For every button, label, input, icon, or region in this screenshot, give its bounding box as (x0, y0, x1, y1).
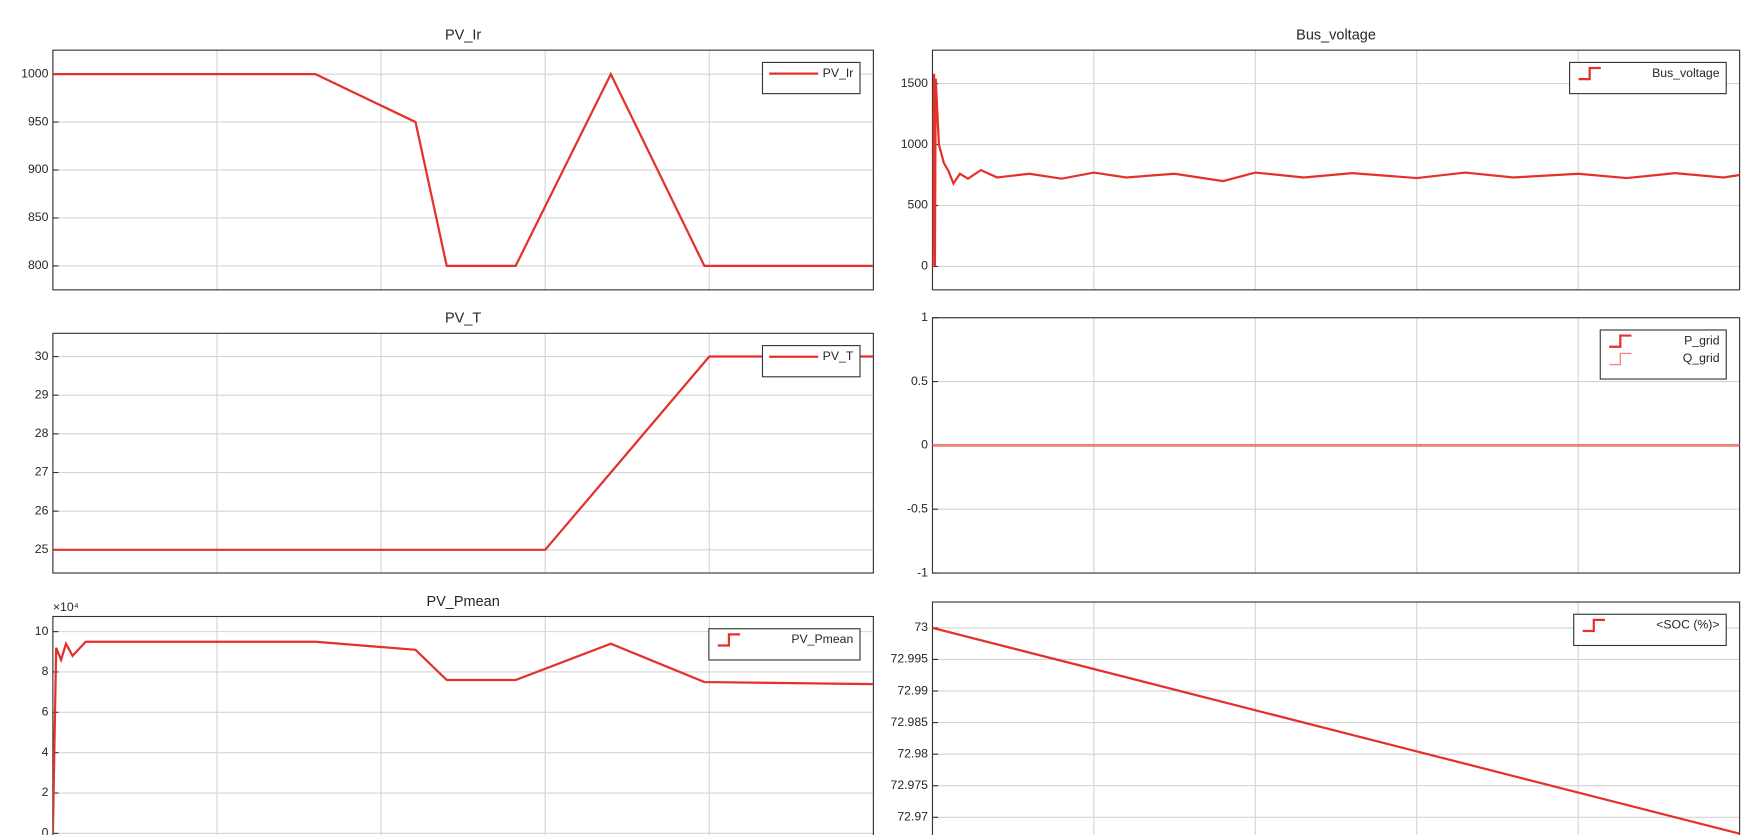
legend-icon (1578, 66, 1601, 81)
y-tick-label: 8 (42, 664, 49, 678)
legend-label: PV_T (823, 349, 854, 363)
plot-lines (52, 640, 874, 834)
legend-icon (1609, 352, 1632, 366)
plot-lines (932, 73, 1740, 267)
legend-box (761, 61, 861, 95)
series-line (52, 71, 874, 267)
legend-label: PV_Ir (823, 66, 854, 80)
subplot: 800 850 900 950 1000 PV_Ir PV_Ir (21, 28, 874, 291)
y-tick-label: 800 (28, 258, 49, 272)
subplot: 0 2 4 6 8 10 PV_Pmean ×10⁴ PV_Pmean (35, 594, 874, 835)
legend: P_grid Q_grid (1599, 329, 1727, 380)
legend: Bus_voltage (1569, 61, 1727, 95)
legend-icon (1609, 334, 1632, 348)
subplot-title: PV_Pmean (426, 594, 499, 610)
y-tick-label: 1 (921, 310, 928, 324)
y-tick-label: 0 (921, 259, 928, 273)
y-tick-label: 1000 (21, 66, 48, 80)
y-tick-label: 72.975 (891, 778, 929, 792)
legend-box (761, 345, 861, 378)
legend: PV_T (761, 345, 861, 378)
legend-label: <SOC (%)> (1656, 618, 1719, 632)
plot-lines (52, 71, 874, 267)
y-tick-label: 850 (28, 210, 49, 224)
y-tick-label: 72.97 (897, 810, 928, 824)
y-exponent: ×10⁴ (53, 600, 79, 614)
subplot-title: PV_Ir (445, 28, 481, 44)
y-tick-label: 0 (921, 438, 928, 452)
y-tick-label: -1 (917, 565, 928, 579)
y-tick-label: 29 (35, 387, 49, 401)
y-tick-label: 72.985 (891, 715, 929, 729)
y-tick-label: 73 (914, 620, 928, 634)
y-tick-label: 4 (42, 745, 49, 759)
series-line (932, 73, 1740, 267)
axes-box (52, 49, 874, 291)
y-tick-label: 25 (35, 542, 49, 556)
series-line (932, 626, 1740, 835)
plot-area (52, 333, 874, 574)
y-tick-label: 30 (35, 349, 49, 363)
legend-label: Bus_voltage (1652, 66, 1720, 80)
subplot-title: PV_T (445, 311, 481, 327)
y-tick-label: -0.5 (907, 501, 928, 515)
y-tick-label: 900 (28, 162, 49, 176)
y-tick-label: 6 (42, 705, 49, 719)
legend-icon (1582, 618, 1605, 633)
axes-box (52, 615, 874, 835)
y-tick-label: 1000 (901, 137, 928, 151)
y-tick-label: 0.5 (911, 374, 928, 388)
y-tick-label: 27 (35, 465, 49, 479)
subplot-title: Bus_voltage (1296, 28, 1376, 44)
legend-icon (717, 633, 741, 647)
y-tick-label: 72.995 (891, 652, 929, 666)
series-line (52, 640, 874, 834)
subplot: 0 500 1000 1500 Bus_voltage Bus_voltage (901, 28, 1741, 291)
y-tick-label: 500 (908, 198, 929, 212)
axes-box (931, 601, 1741, 835)
y-tick-label: 1500 (901, 76, 928, 90)
subplot: 72.96572.9772.97572.9872.98572.9972.9957… (891, 601, 1741, 835)
legend-label: PV_Pmean (791, 632, 853, 646)
legend: PV_Pmean (708, 628, 861, 661)
legend: PV_Ir (761, 61, 861, 95)
subplot: -1 -0.5 0 0.5 1 P_grid Q_grid (907, 310, 1741, 579)
plot-lines (932, 626, 1740, 835)
subplot: 25 26 27 28 29 30 PV_T PV_T (35, 311, 874, 574)
axes-box (52, 332, 874, 574)
y-tick-label: 72.98 (897, 746, 928, 760)
y-tick-label: 72.99 (897, 683, 928, 697)
y-tick-label: 2 (42, 785, 49, 799)
y-tick-label: 950 (28, 114, 49, 128)
y-tick-label: 26 (35, 503, 49, 517)
y-tick-label: 0 (42, 826, 49, 835)
y-tick-label: 28 (35, 426, 49, 440)
legend-label: Q_grid (1683, 351, 1720, 365)
legend-label: P_grid (1684, 333, 1720, 347)
y-tick-label: 10 (35, 624, 49, 638)
legend: <SOC (%)> (1573, 613, 1727, 647)
